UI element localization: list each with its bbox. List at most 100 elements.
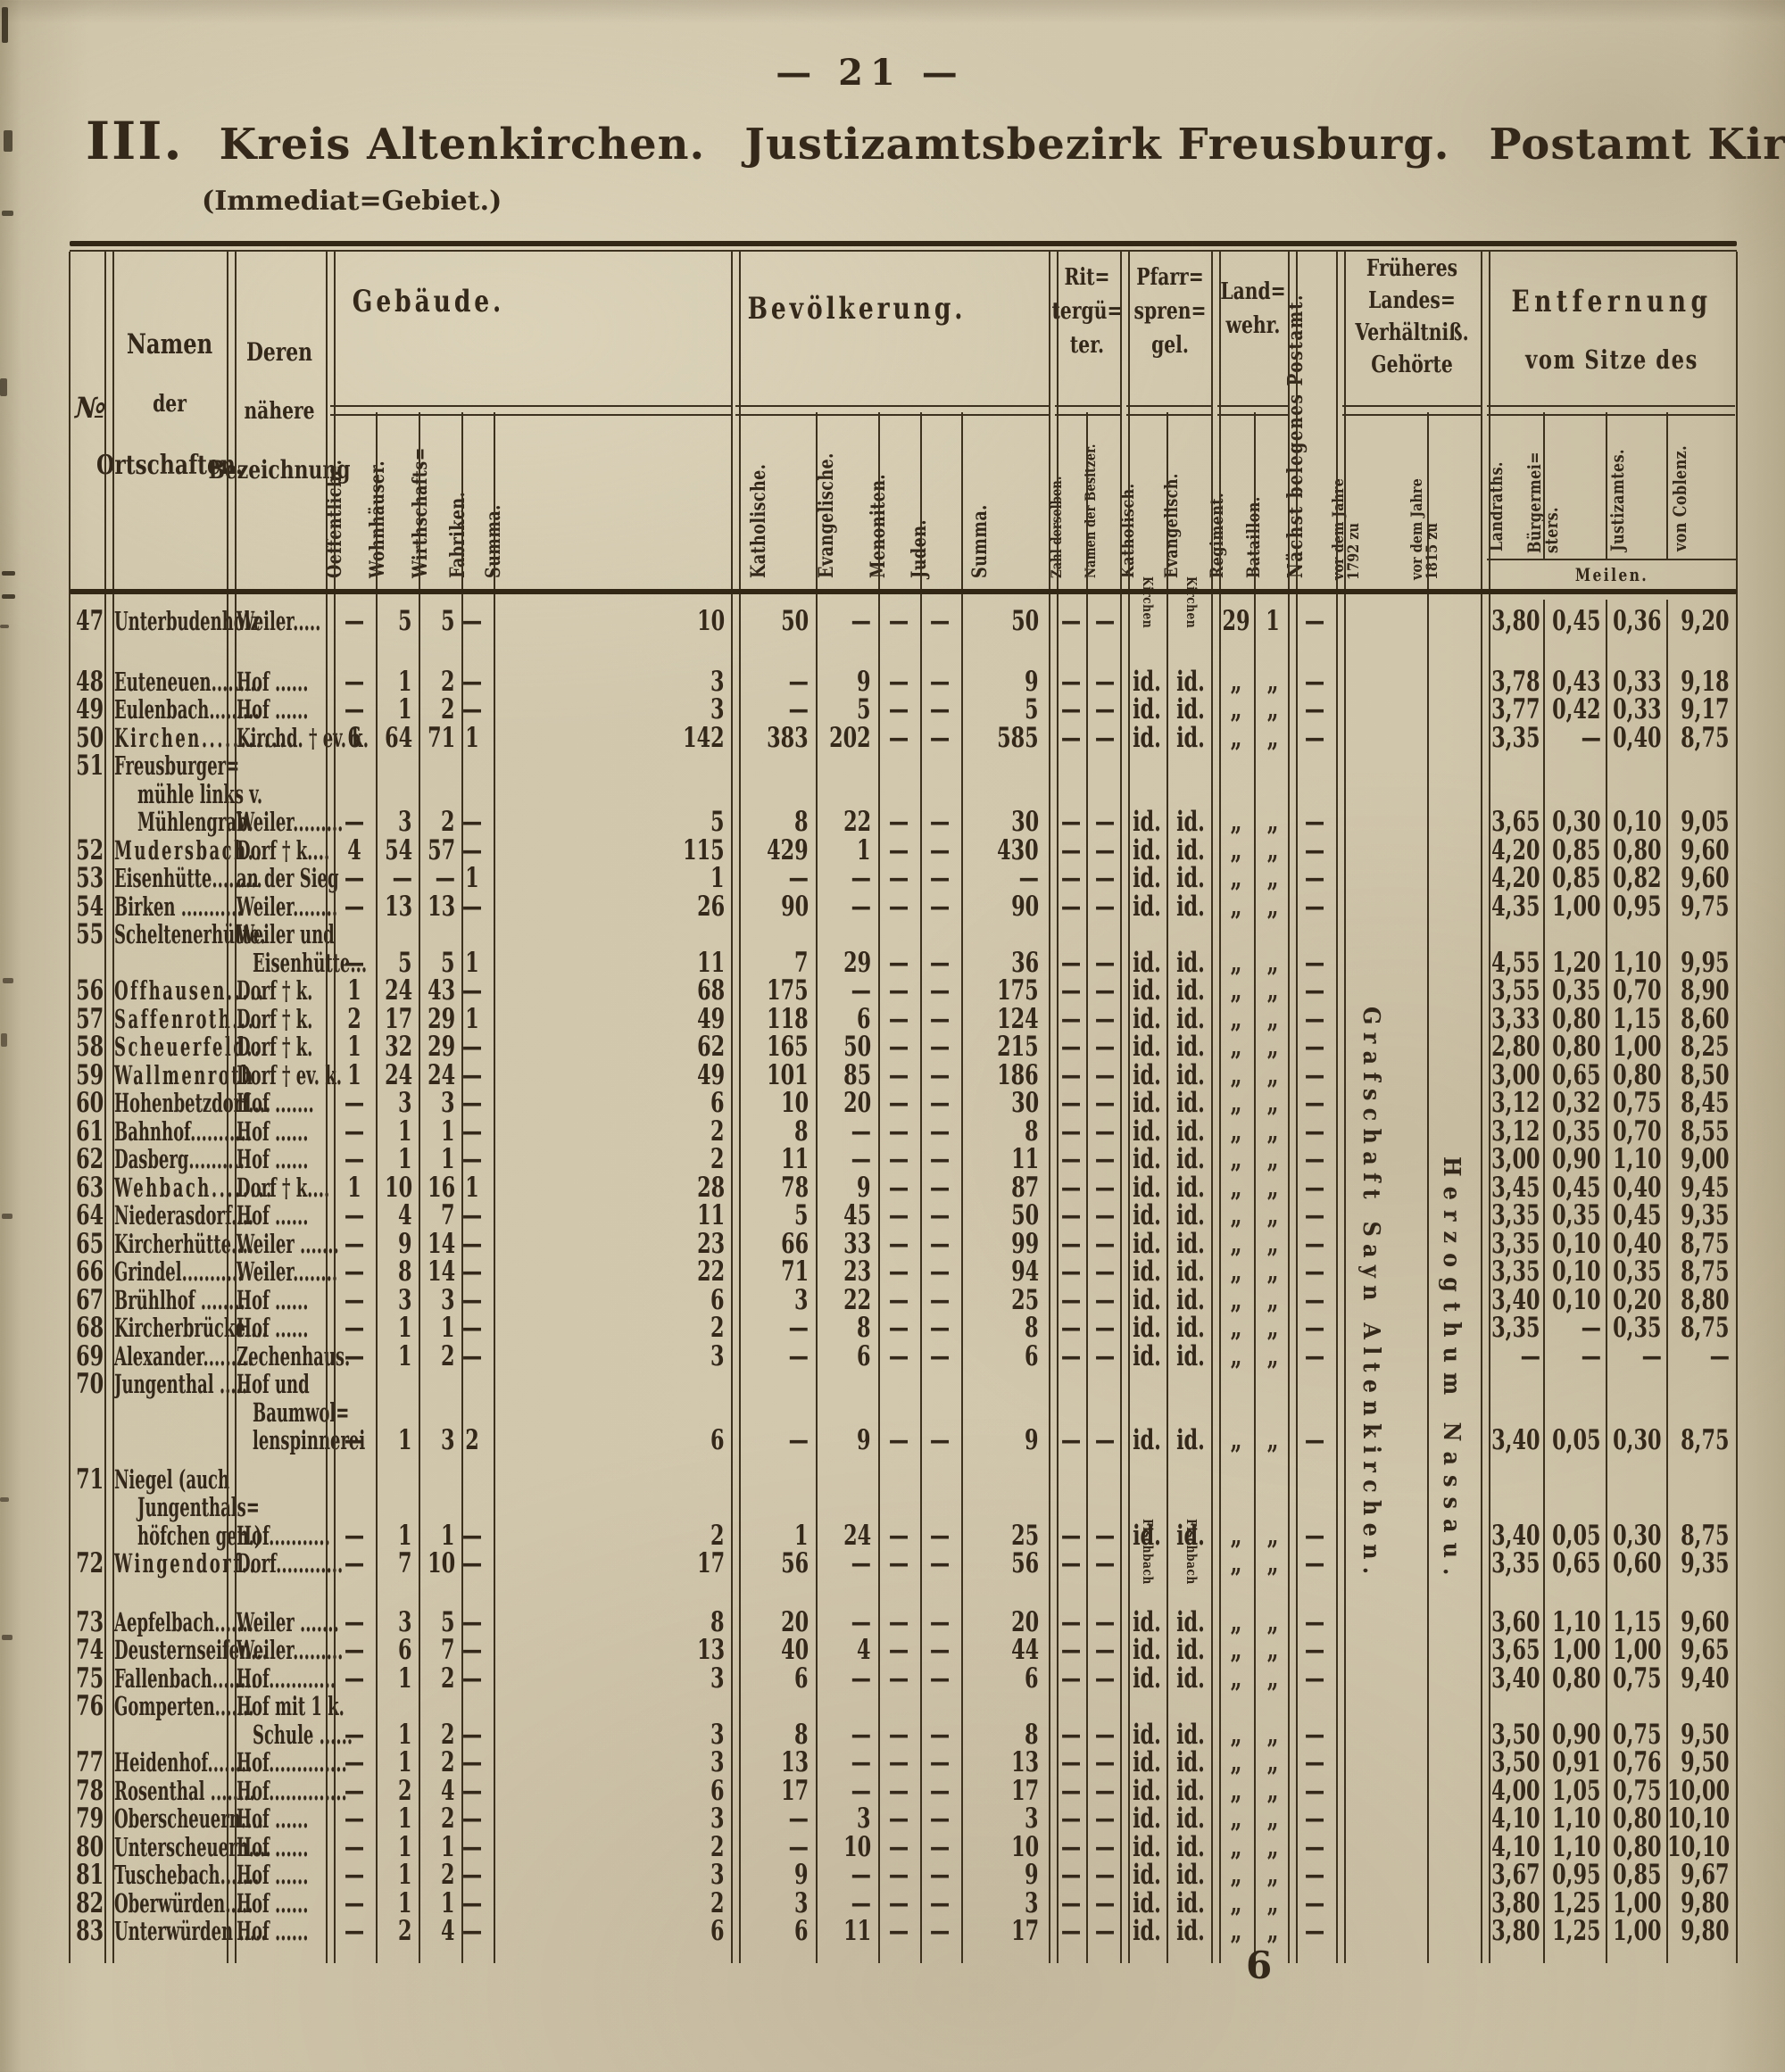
cell-rittergut: — bbox=[1060, 1547, 1082, 1579]
cell-postamt: — bbox=[1304, 665, 1325, 698]
cell-designation: Dorf † k.... bbox=[237, 834, 330, 866]
group-header-ritterguter: ter. bbox=[1069, 332, 1105, 359]
cell-entfernung: 0,75 bbox=[1613, 1662, 1662, 1695]
rule bbox=[70, 250, 1737, 252]
cell-pfarrsprengel: id. bbox=[1176, 1312, 1205, 1344]
cell-nr: 52 bbox=[75, 833, 104, 866]
cell-gebaeude: 3 bbox=[398, 1283, 412, 1316]
cell-entfernung: 9,17 bbox=[1681, 693, 1730, 725]
cell-landwehr: „ bbox=[1230, 1031, 1242, 1063]
cell-bevoelkerung: — bbox=[1018, 862, 1039, 894]
cell-gebaeude: 6 bbox=[347, 721, 361, 754]
cell-bevoelkerung: — bbox=[788, 665, 809, 698]
cell-bevoelkerung: 99 bbox=[1010, 1227, 1039, 1260]
cell-postamt: — bbox=[1304, 1199, 1325, 1231]
cell-gebaeude: 1 bbox=[398, 1886, 412, 1919]
cell-name: Wallmenroth bbox=[114, 1059, 255, 1090]
cell-entfernung: 3,67 bbox=[1491, 1859, 1540, 1891]
rule bbox=[1342, 405, 1482, 416]
cell-gebaeude: 3 bbox=[710, 1746, 725, 1778]
cell-landwehr: „ bbox=[1266, 1087, 1279, 1119]
cell-entfernung: 3,50 bbox=[1491, 1718, 1540, 1751]
cell-gebaeude: — bbox=[344, 1256, 365, 1288]
cell-name: Dasberg.......... bbox=[114, 1144, 245, 1174]
cell-bevoelkerung: 94 bbox=[1010, 1256, 1039, 1288]
cell-gebaeude: 14 bbox=[427, 1256, 455, 1288]
cell-pfarrsprengel: id. bbox=[1133, 1087, 1161, 1119]
cell-bevoelkerung: — bbox=[888, 1339, 909, 1372]
cell-gebaeude: — bbox=[461, 1915, 483, 1947]
cell-bevoelkerung: — bbox=[929, 1859, 951, 1891]
cell-gebaeude: — bbox=[344, 946, 365, 979]
cell-pfarrsprengel: id. bbox=[1176, 1115, 1205, 1148]
cell-gebaeude: — bbox=[461, 1547, 483, 1579]
cell-landwehr: „ bbox=[1266, 1115, 1279, 1148]
cell-rittergut: — bbox=[1094, 974, 1116, 1007]
cell-bevoelkerung: 20 bbox=[1010, 1605, 1039, 1638]
cell-gebaeude: — bbox=[344, 1424, 365, 1456]
cell-nr: 69 bbox=[75, 1339, 104, 1372]
cell-landwehr: „ bbox=[1230, 1171, 1242, 1204]
cell-name: Grindel........... bbox=[114, 1256, 244, 1287]
cell-bevoelkerung: 9 bbox=[1025, 665, 1039, 698]
cell-landwehr: „ bbox=[1230, 1634, 1242, 1666]
cell-bevoelkerung: 5 bbox=[857, 693, 871, 725]
cell-gebaeude: 1 bbox=[441, 1830, 455, 1863]
cell-entfernung: 0,76 bbox=[1613, 1746, 1662, 1778]
cell-landwehr: „ bbox=[1266, 1058, 1279, 1091]
cell-entfernung: 8,55 bbox=[1681, 1115, 1730, 1148]
cell-gebaeude: 28 bbox=[696, 1171, 725, 1204]
cell-name: Oberwürden..... bbox=[114, 1887, 253, 1919]
cell-pfarrsprengel: id. bbox=[1133, 1002, 1161, 1035]
cell-entfernung: — bbox=[1709, 1339, 1730, 1372]
cell-name: höfchen gen.) bbox=[137, 1520, 262, 1551]
cell-gebaeude: — bbox=[344, 1859, 365, 1891]
cell-pfarrsprengel: id. bbox=[1133, 1803, 1161, 1835]
cell-landwehr: „ bbox=[1266, 833, 1279, 866]
cell-gebaeude: — bbox=[344, 1227, 365, 1260]
col-header-wohnhaeuser: Wohnhäuser. bbox=[366, 460, 389, 578]
edge-mark bbox=[0, 378, 7, 396]
cell-gebaeude: 5 bbox=[398, 946, 412, 979]
cell-entfernung: 1,00 bbox=[1613, 1031, 1662, 1063]
cell-bevoelkerung: — bbox=[888, 1605, 909, 1638]
cell-postamt: — bbox=[1304, 1519, 1325, 1552]
cell-entfernung: 9,45 bbox=[1681, 1171, 1730, 1204]
group-header-frueheres: Gehörte bbox=[1371, 352, 1453, 378]
cell-bevoelkerung: 165 bbox=[767, 1031, 809, 1063]
cell-gebaeude: 5 bbox=[441, 1605, 455, 1638]
cell-landwehr: „ bbox=[1230, 1002, 1242, 1035]
cell-entfernung: 2,80 bbox=[1491, 1031, 1540, 1063]
cell-pfarrsprengel: id. bbox=[1133, 1605, 1161, 1638]
cell-postamt: — bbox=[1304, 1115, 1325, 1148]
cell-bevoelkerung: 66 bbox=[780, 1227, 809, 1260]
cell-gebaeude: — bbox=[461, 1312, 483, 1344]
cell-pfarrsprengel: id. bbox=[1133, 833, 1161, 866]
cell-entfernung: 4,10 bbox=[1491, 1803, 1540, 1835]
cell-postamt: — bbox=[1304, 1058, 1325, 1091]
cell-landwehr: „ bbox=[1230, 890, 1242, 923]
cell-landwehr: „ bbox=[1266, 1002, 1279, 1035]
cell-rittergut: — bbox=[1060, 1830, 1082, 1863]
group-header-frueheres: Landes= bbox=[1368, 287, 1456, 314]
cell-bevoelkerung: — bbox=[929, 693, 951, 725]
cell-bevoelkerung: — bbox=[851, 1859, 871, 1891]
cell-entfernung: 3,45 bbox=[1491, 1171, 1540, 1204]
cell-landwehr: „ bbox=[1230, 1519, 1242, 1552]
cell-pfarrsprengel: id. bbox=[1176, 721, 1205, 754]
cell-bevoelkerung: — bbox=[888, 693, 909, 725]
cell-rittergut: — bbox=[1094, 1312, 1116, 1344]
cell-entfernung: 3,40 bbox=[1491, 1662, 1540, 1695]
cell-bevoelkerung: 20 bbox=[780, 1605, 809, 1638]
cell-entfernung: 3,12 bbox=[1491, 1087, 1540, 1119]
cell-entfernung: 3,00 bbox=[1491, 1058, 1540, 1091]
cell-entfernung: 0,10 bbox=[1552, 1283, 1601, 1316]
cell-entfernung: 0,65 bbox=[1552, 1058, 1601, 1091]
cell-entfernung: 0,32 bbox=[1552, 1087, 1601, 1119]
rule bbox=[920, 412, 922, 1963]
cell-designation: Hof ...... bbox=[237, 1803, 309, 1834]
rule bbox=[1666, 412, 1668, 559]
cell-pfarrsprengel: id. bbox=[1133, 1171, 1161, 1204]
cell-bevoelkerung: — bbox=[888, 665, 909, 698]
cell-gebaeude: — bbox=[344, 693, 365, 725]
